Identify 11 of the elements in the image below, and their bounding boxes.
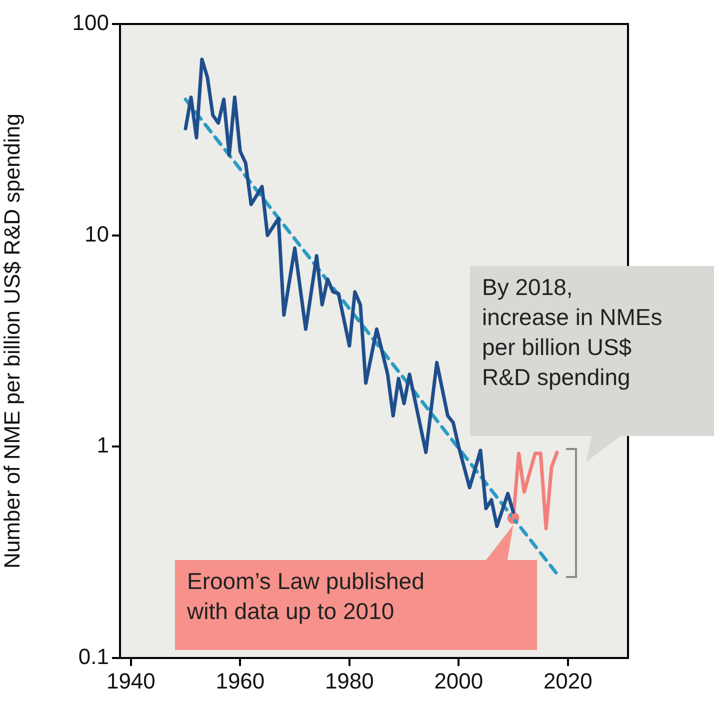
x-tick-label: 1940 [106, 668, 156, 694]
x-tick-label: 2020 [543, 668, 592, 694]
y-tick-label: 1 [96, 432, 109, 458]
annotation: Eroom’s Law published with data up to 2010 [175, 560, 537, 650]
x-tick-label: 2000 [434, 668, 484, 694]
y-tick-label: 0.1 [78, 644, 109, 670]
y-tick-label: 10 [84, 221, 109, 246]
y-tick-label: 100 [72, 10, 109, 36]
y-axis-title: Number of NME per billion US$ R&D spending [0, 114, 24, 568]
x-tick-label: 1980 [324, 668, 374, 694]
x-tick-label: 1960 [216, 668, 265, 694]
